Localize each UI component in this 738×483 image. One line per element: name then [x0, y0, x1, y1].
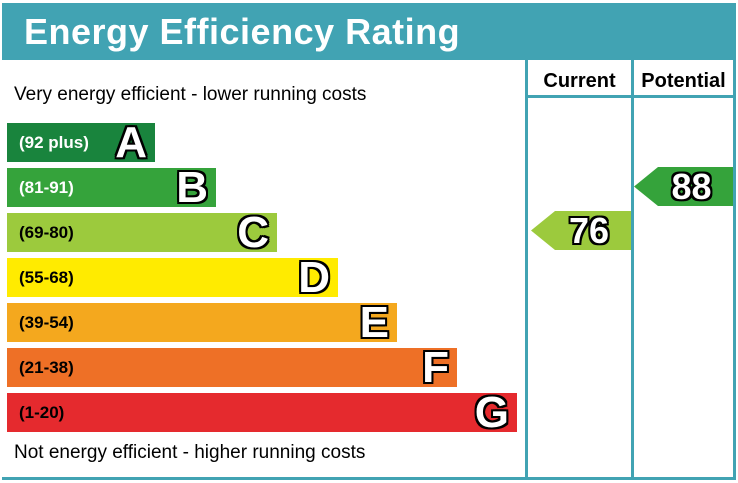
band-row-f: (21-38) F — [7, 343, 457, 392]
band-range-label: (92 plus) — [19, 133, 89, 152]
band-letter: E — [359, 298, 389, 347]
title-bar: Energy Efficiency Rating — [2, 3, 736, 60]
potential-rating-arrow: 88 — [634, 167, 733, 206]
divider-header-underline — [525, 95, 736, 98]
band-row-b: (81-91) B — [7, 163, 216, 212]
band-range-label: (39-54) — [19, 313, 74, 332]
band-letter: D — [298, 253, 330, 302]
potential-rating-value: 88 — [671, 166, 712, 207]
divider-right-border — [733, 60, 736, 477]
column-header-current: Current — [543, 70, 616, 92]
current-rating-value: 76 — [568, 210, 610, 251]
top-note: Very energy efficient - lower running co… — [14, 84, 367, 105]
band-range-label: (69-80) — [19, 223, 74, 242]
bottom-note: Not energy efficient - higher running co… — [14, 442, 366, 463]
divider-bottom-border — [2, 477, 736, 480]
page-title: Energy Efficiency Rating — [24, 10, 461, 52]
current-rating-arrow: 76 — [531, 211, 631, 250]
band-letter: G — [474, 388, 509, 437]
band-letter: A — [115, 118, 147, 167]
rating-bands: (92 plus) A (81-91) B (69-80) C (55-68) … — [7, 118, 527, 438]
divider-potential-left — [631, 60, 634, 477]
band-letter: C — [237, 208, 269, 257]
band-row-c: (69-80) C — [7, 208, 277, 257]
band-range-label: (81-91) — [19, 178, 74, 197]
band-range-label: (21-38) — [19, 358, 74, 377]
band-range-label: (55-68) — [19, 268, 74, 287]
band-letter: B — [176, 163, 208, 212]
band-row-d: (55-68) D — [7, 253, 338, 302]
band-row-g: (1-20) G — [7, 388, 517, 437]
divider-current-left — [525, 60, 528, 477]
column-header-potential: Potential — [641, 70, 726, 92]
band-letter: F — [422, 343, 449, 392]
band-row-e: (39-54) E — [7, 298, 397, 347]
band-range-label: (1-20) — [19, 403, 65, 422]
band-row-a: (92 plus) A — [7, 118, 155, 167]
